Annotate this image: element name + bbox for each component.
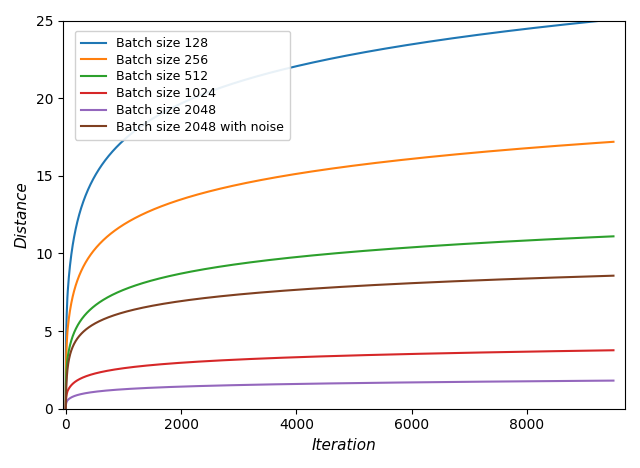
Batch size 512 [610, 234, 618, 239]
Line: Batch size 1024: Batch size 1024 [66, 350, 614, 409]
X-axis label: Iteration: Iteration [312, 438, 376, 453]
Legend: Batch size 128, Batch size 256, Batch size 512, Batch size 1024, Batch size 2048: Batch size 128, Batch size 256, Batch si… [75, 30, 290, 140]
Batch size 2048 with noise [328, 285, 336, 290]
Batch size 2048 with noise [594, 273, 602, 279]
Batch size 2048 [434, 379, 442, 385]
Batch size 128 [578, 20, 586, 26]
Batch size 256 [111, 227, 119, 233]
Batch size 128 [62, 406, 70, 411]
Batch size 128 [193, 94, 201, 99]
Batch size 2048 [610, 378, 618, 383]
Batch size 2048 [578, 378, 586, 384]
Batch size 256 [343, 164, 351, 169]
Batch size 2048 with noise [493, 277, 501, 282]
Batch size 128 [343, 53, 351, 58]
Batch size 1024 [343, 353, 351, 358]
Batch size 128 [434, 37, 442, 43]
Line: Batch size 256: Batch size 256 [66, 142, 614, 409]
Line: Batch size 2048: Batch size 2048 [66, 380, 614, 409]
Batch size 128 [111, 146, 119, 152]
Batch size 1024 [62, 406, 70, 411]
Batch size 256 [62, 406, 70, 411]
Batch size 2048 [62, 406, 70, 411]
Batch size 2048 with noise [593, 273, 601, 279]
Line: Batch size 2048 with noise: Batch size 2048 with noise [66, 276, 614, 409]
Batch size 1024 [578, 348, 586, 353]
Batch size 512 [376, 247, 383, 253]
Batch size 512 [111, 291, 119, 296]
Batch size 2048 [111, 387, 119, 393]
Batch size 512 [62, 406, 70, 411]
Batch size 256 [193, 192, 201, 197]
Batch size 128 [610, 17, 618, 22]
Batch size 256 [376, 160, 383, 165]
Batch size 2048 [193, 383, 201, 389]
Batch size 512 [343, 249, 351, 255]
Batch size 128 [376, 47, 383, 52]
Batch size 1024 [434, 351, 442, 356]
Batch size 512 [578, 235, 586, 241]
Batch size 1024 [376, 352, 383, 358]
Batch size 2048 [343, 380, 351, 386]
Line: Batch size 128: Batch size 128 [66, 20, 614, 409]
Line: Batch size 512: Batch size 512 [66, 236, 614, 409]
Batch size 512 [434, 243, 442, 249]
Y-axis label: Distance: Distance [15, 181, 30, 248]
Batch size 2048 with noise [62, 406, 70, 411]
Batch size 1024 [193, 359, 201, 365]
Batch size 2048 [376, 380, 383, 386]
Batch size 256 [610, 139, 618, 145]
Batch size 256 [434, 154, 442, 159]
Batch size 1024 [610, 347, 618, 353]
Batch size 2048 with noise [90, 322, 97, 327]
Batch size 1024 [111, 366, 119, 372]
Batch size 256 [578, 141, 586, 147]
Batch size 2048 with noise [314, 285, 321, 291]
Batch size 2048 with noise [610, 273, 618, 278]
Batch size 512 [193, 268, 201, 273]
